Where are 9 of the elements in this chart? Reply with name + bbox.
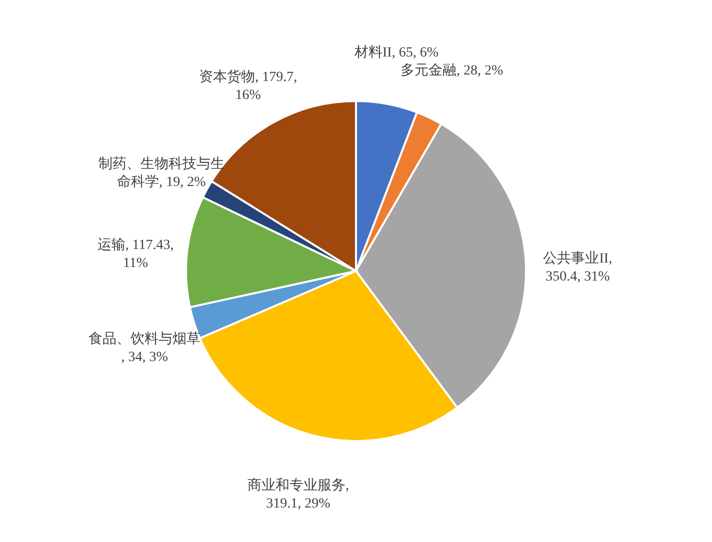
slice-label: 资本货物, 179.7, 16% [199, 68, 298, 103]
slice-label: 制药、生物科技与生命科学, 19, 2% [98, 156, 224, 190]
data-label: , 34, 3% [121, 350, 168, 365]
slice-label: 运输, 117.43, 11% [97, 237, 174, 272]
slice-label: 材料II, 65, 6% [354, 44, 439, 61]
slice-label: 公共事业II, 350.4, 31% [543, 250, 612, 285]
slice-label: 商业和专业服务, 319.1, 29% [247, 477, 349, 512]
slice-label: 食品、饮料与烟草 [88, 330, 201, 347]
slice-label: 多元金融, 28, 2% [400, 62, 504, 79]
